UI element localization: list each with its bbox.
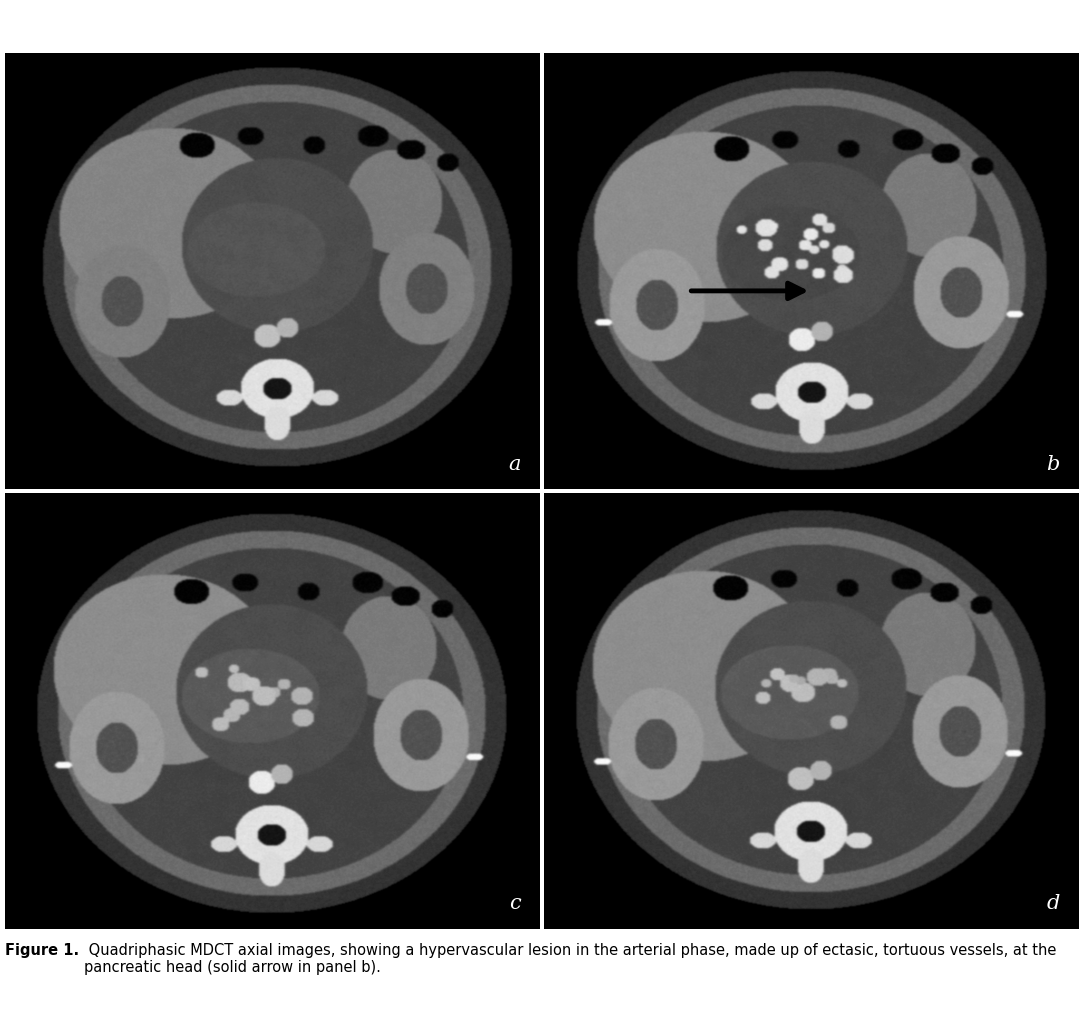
Text: d: d <box>1046 895 1060 913</box>
Text: b: b <box>1046 455 1060 474</box>
Text: a: a <box>508 455 521 474</box>
Text: c: c <box>509 895 521 913</box>
Text: Figure 1.: Figure 1. <box>5 943 79 958</box>
Text: Quadriphasic MDCT axial images, showing a hypervascular lesion in the arterial p: Quadriphasic MDCT axial images, showing … <box>83 943 1056 976</box>
